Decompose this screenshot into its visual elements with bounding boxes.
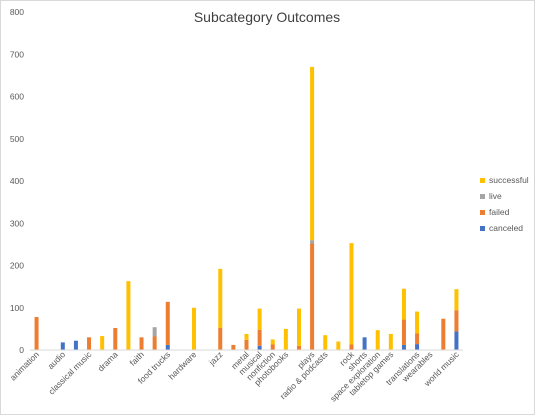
bar-canceled-28	[401, 344, 406, 350]
y-tick-label-6: 600	[10, 92, 24, 102]
y-tick-label-7: 700	[10, 49, 24, 59]
legend-label-successful: successful	[489, 175, 529, 185]
bar-failed-31	[441, 318, 446, 350]
y-tick-label-2: 200	[10, 261, 24, 271]
x-tick-label-2: audio	[45, 349, 67, 371]
legend-swatch-failed	[480, 210, 485, 215]
bar-successful-19	[283, 328, 288, 350]
bar-canceled-3	[73, 340, 78, 350]
bars	[34, 66, 459, 350]
bar-canceled-29	[415, 344, 420, 350]
bar-failed-17	[257, 329, 262, 346]
bar-successful-23	[336, 341, 341, 350]
bar-failed-20	[296, 345, 301, 350]
bar-successful-32	[454, 289, 459, 311]
bar-canceled-17	[257, 345, 262, 350]
legend-swatch-canceled	[480, 226, 485, 231]
x-tick-label-12: hardware	[166, 349, 198, 381]
bar-failed-8	[139, 337, 144, 350]
bar-successful-14	[218, 268, 223, 329]
bar-canceled-32	[454, 331, 459, 350]
y-tick-label-5: 500	[10, 134, 24, 144]
bar-failed-29	[415, 333, 420, 345]
bar-failed-24	[349, 344, 354, 350]
bar-successful-21	[310, 66, 315, 241]
bar-successful-24	[349, 243, 354, 345]
y-tick-label-3: 300	[10, 218, 24, 228]
bar-failed-32	[454, 310, 459, 332]
bar-successful-5	[100, 336, 105, 350]
legend-swatch-live	[480, 194, 485, 199]
y-tick-label-4: 400	[10, 176, 24, 186]
y-tick-label-1: 100	[10, 303, 24, 313]
bar-failed-16	[244, 339, 249, 350]
bar-successful-17	[257, 308, 262, 330]
bar-failed-15	[231, 344, 236, 350]
bar-failed-4	[87, 337, 92, 350]
bar-failed-0	[34, 317, 39, 350]
x-tick-label-0: animation	[8, 349, 41, 382]
legend-label-canceled: canceled	[489, 223, 523, 233]
bar-failed-9	[152, 336, 157, 350]
y-axis-tick-labels: 0 100 200 300 400 500 600 700 800	[10, 7, 24, 355]
bar-live-9	[152, 327, 157, 337]
bar-failed-14	[218, 328, 223, 350]
bar-successful-28	[401, 288, 406, 320]
bar-successful-20	[296, 308, 301, 346]
bar-failed-28	[401, 319, 406, 345]
bar-failed-21	[310, 243, 315, 350]
bar-canceled-2	[60, 342, 65, 350]
legend-label-failed: failed	[489, 207, 510, 217]
legend: successful live failed canceled	[480, 175, 529, 233]
y-tick-label-0: 0	[19, 345, 24, 355]
bar-successful-18	[270, 339, 275, 345]
bar-successful-16	[244, 333, 249, 340]
x-tick-label-6: drama	[96, 349, 120, 373]
bar-successful-29	[415, 311, 420, 334]
bar-successful-22	[323, 335, 328, 350]
x-tick-label-14: jazz	[206, 349, 224, 367]
bar-canceled-10	[165, 344, 170, 350]
bar-live-21	[310, 240, 315, 244]
bar-successful-27	[388, 333, 393, 350]
bar-failed-10	[165, 301, 170, 345]
bar-successful-26	[375, 330, 380, 350]
chart-title: Subcategory Outcomes	[194, 9, 340, 25]
legend-label-live: live	[489, 191, 502, 201]
bar-canceled-25	[362, 337, 367, 350]
bar-successful-7	[126, 281, 131, 350]
bar-successful-12	[192, 307, 197, 350]
bar-failed-6	[113, 328, 118, 350]
y-tick-label-8: 800	[10, 7, 24, 17]
bar-failed-18	[270, 344, 275, 350]
x-tick-label-8: faith	[128, 349, 147, 368]
legend-swatch-successful	[480, 178, 485, 183]
